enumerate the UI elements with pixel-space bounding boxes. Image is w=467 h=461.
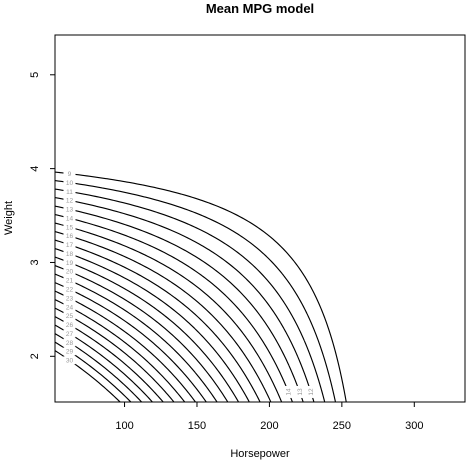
contour-line-12	[54, 196, 315, 403]
contour-label-left: 24	[66, 304, 74, 311]
x-tick-label: 100	[115, 420, 133, 432]
plot-frame	[54, 34, 466, 403]
x-tick-label: 200	[260, 420, 278, 432]
contour-label-gap	[63, 223, 76, 232]
contour-line-25	[54, 307, 175, 403]
x-axis-label: Horsepower	[230, 448, 290, 460]
contour-line-9	[54, 171, 347, 403]
chart-title: Mean MPG model	[206, 1, 314, 16]
x-tick-label: 300	[405, 420, 423, 432]
contour-label-bottom: 13	[297, 388, 304, 396]
contour-label-left: 15	[66, 224, 74, 231]
contour-label-gap	[63, 231, 76, 240]
contour-label-gap	[63, 214, 76, 223]
y-axis-label: Weight	[3, 201, 15, 235]
contour-line-16	[54, 231, 272, 403]
contour-line-19	[54, 256, 240, 403]
x-axis: 100 150 200 250 300	[115, 402, 423, 432]
contour-line-27	[54, 324, 153, 403]
contour-label-left: 18	[66, 251, 74, 258]
contour-label-left: 25	[66, 313, 74, 320]
contour-label-gap	[306, 385, 315, 398]
contour-label-left: 28	[66, 340, 74, 347]
x-tick-label: 150	[188, 420, 206, 432]
y-tick-label: 5	[29, 72, 41, 78]
contour-line-14	[54, 214, 293, 403]
contour-label-left: 12	[66, 198, 74, 205]
contour-label-gap	[63, 276, 76, 285]
contour-label-left: 30	[66, 358, 74, 365]
contour-label-gap	[63, 258, 76, 267]
contour-label-gap	[63, 347, 76, 356]
y-tick-label: 3	[29, 259, 41, 265]
contour-label-gap	[63, 187, 76, 196]
contour-line-15	[54, 222, 283, 403]
contour-label-left: 21	[66, 278, 74, 285]
y-tick-label: 2	[29, 353, 41, 359]
contour-label-gap	[63, 205, 76, 214]
contour-line-24	[54, 299, 186, 403]
contour-label-gap	[63, 329, 76, 338]
contour-label-left: 11	[66, 189, 73, 196]
contour-line-13	[54, 205, 304, 403]
contour-label-gap	[63, 249, 76, 258]
contour-label-left: 17	[66, 242, 74, 249]
y-axis: 2 3 4 5	[29, 72, 55, 359]
contour-label-gap	[63, 178, 76, 187]
contour-label-gap	[63, 311, 76, 320]
contour-line-11	[54, 188, 326, 403]
contour-label-gap	[284, 385, 293, 398]
contour-label-left: 22	[66, 286, 74, 293]
contour-label-bottom: 12	[308, 388, 315, 396]
contour-label-left: 26	[66, 322, 74, 329]
contour-label-left: 13	[66, 207, 74, 214]
contour-label-gap	[63, 267, 76, 276]
contour-label-left: 19	[66, 260, 74, 267]
contour-lines	[54, 171, 347, 403]
contour-label-left: 20	[66, 269, 74, 276]
contour-label-gap	[63, 338, 76, 347]
contour-label-gap	[63, 196, 76, 205]
contour-label-gap	[63, 169, 76, 178]
contour-label-left: 10	[66, 180, 74, 187]
contour-label-left: 16	[66, 233, 74, 240]
contour-label-gap	[63, 302, 76, 311]
contour-label-left: 14	[66, 215, 74, 222]
contour-label-gap	[63, 356, 76, 365]
contour-label-left: 27	[66, 331, 74, 338]
contour-line-18	[54, 248, 250, 403]
contour-label-gap	[63, 285, 76, 294]
contour-label-gap	[295, 385, 304, 398]
y-tick-label: 4	[29, 166, 41, 172]
contour-label-gap	[63, 240, 76, 249]
contour-label-left: 9	[68, 171, 72, 178]
contour-line-21	[54, 273, 218, 403]
contour-label-gap	[63, 320, 76, 329]
contour-line-17	[54, 239, 261, 403]
contour-line-22	[54, 282, 207, 403]
contour-labels: 9101112131415161718192021222324252627282…	[63, 169, 315, 398]
contour-label-gap	[63, 294, 76, 303]
contour-label-bottom: 14	[286, 388, 293, 396]
contour-label-left: 29	[66, 349, 74, 356]
contour-line-10	[54, 179, 337, 403]
contour-label-left: 23	[66, 295, 74, 302]
x-tick-label: 250	[333, 420, 351, 432]
